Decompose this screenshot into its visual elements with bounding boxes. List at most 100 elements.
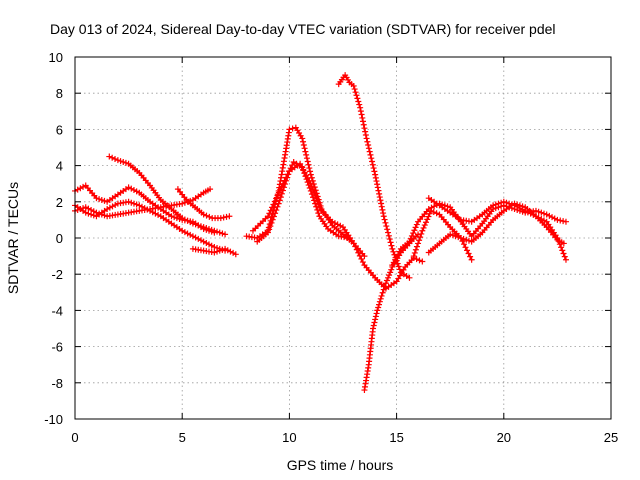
data-point: [279, 180, 286, 187]
data-point: [388, 242, 395, 249]
data-point: [277, 194, 284, 201]
data-point: [561, 253, 568, 260]
data-point: [219, 230, 226, 237]
data-point: [275, 189, 282, 196]
plot-area: [72, 72, 569, 394]
data-point: [360, 121, 367, 128]
data-point: [364, 138, 371, 145]
data-point: [495, 200, 502, 207]
data-point: [372, 171, 379, 178]
data-point: [306, 184, 313, 191]
data-point: [376, 194, 383, 201]
data-point: [303, 151, 310, 158]
data-point: [307, 187, 314, 194]
data-point: [109, 203, 116, 210]
data-point: [415, 240, 422, 247]
data-point: [112, 201, 119, 208]
data-point: [305, 161, 312, 168]
data-point: [541, 217, 547, 224]
data-point: [374, 184, 381, 191]
data-point: [299, 135, 306, 142]
data-point: [300, 138, 307, 145]
data-point: [371, 168, 378, 175]
data-point: [369, 161, 376, 168]
data-point: [381, 283, 388, 290]
data-point: [189, 220, 196, 227]
data-point: [149, 209, 156, 216]
data-point: [353, 246, 360, 253]
data-point: [232, 251, 239, 258]
data-point: [272, 210, 279, 217]
data-point: [365, 145, 372, 152]
data-point: [300, 142, 307, 149]
data-point: [352, 89, 359, 96]
data-point: [117, 158, 124, 165]
data-point: [281, 177, 288, 184]
data-point: [302, 173, 309, 180]
data-point: [554, 235, 561, 241]
data-point: [362, 132, 369, 139]
data-point: [216, 247, 223, 254]
data-point: [457, 235, 464, 241]
data-point: [351, 86, 358, 93]
data-point: [214, 248, 221, 255]
data-point: [463, 236, 470, 243]
data-point: [373, 178, 380, 185]
data-point: [147, 207, 154, 214]
data-point: [500, 198, 507, 205]
data-point: [356, 252, 363, 259]
data-point: [430, 209, 437, 216]
data-point: [514, 203, 521, 210]
data-point: [412, 224, 419, 231]
data-point: [189, 233, 196, 240]
data-point: [217, 215, 224, 222]
data-point: [133, 188, 140, 195]
data-point: [331, 220, 338, 227]
data-point: [549, 214, 556, 221]
data-point: [359, 259, 366, 266]
chart-title: Day 013 of 2024, Sidereal Day-to-day VTE…: [50, 21, 556, 37]
data-point: [82, 209, 89, 216]
data-point: [125, 198, 132, 205]
data-point: [207, 186, 214, 193]
data-point: [125, 184, 132, 191]
data-point: [109, 154, 116, 161]
data-point: [374, 181, 381, 188]
data-point: [379, 206, 386, 213]
data-point: [315, 210, 322, 217]
data-point: [106, 204, 113, 211]
data-point: [492, 201, 499, 208]
data-point: [271, 198, 278, 205]
data-point: [268, 219, 275, 226]
data-point: [192, 234, 199, 241]
data-point: [413, 256, 420, 263]
data-point: [365, 142, 372, 149]
data-point: [181, 229, 188, 236]
data-point: [171, 214, 178, 221]
data-point: [376, 190, 383, 197]
data-point: [352, 243, 359, 250]
data-point: [267, 207, 274, 214]
data-point: [555, 238, 562, 245]
data-point: [88, 211, 95, 218]
data-point: [200, 224, 207, 231]
data-point: [410, 230, 417, 237]
data-point: [524, 209, 531, 216]
data-point: [464, 247, 471, 254]
data-point: [211, 227, 218, 234]
data-point: [270, 213, 277, 220]
data-point: [350, 82, 357, 89]
data-point: [136, 202, 143, 209]
data-point: [286, 168, 293, 175]
data-point: [300, 167, 307, 174]
series-track-6: [189, 245, 239, 258]
data-point: [130, 200, 137, 207]
data-point: [276, 197, 283, 204]
data-point: [360, 118, 367, 125]
data-point: [406, 274, 413, 281]
data-point: [362, 128, 369, 135]
data-point: [379, 289, 386, 296]
data-point: [532, 207, 539, 214]
data-point: [80, 183, 87, 190]
